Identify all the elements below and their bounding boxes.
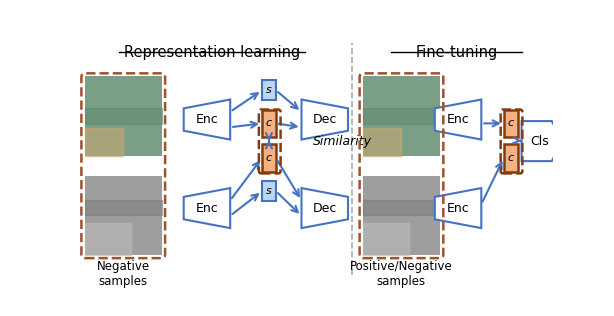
Text: Negative
samples: Negative samples [96,260,150,288]
Bar [85,76,162,156]
Text: Enc: Enc [196,113,219,126]
Polygon shape [301,188,348,228]
Text: c: c [508,118,514,128]
Polygon shape [522,121,562,161]
Text: c: c [508,153,514,163]
Polygon shape [435,100,481,140]
Text: s: s [266,85,272,95]
Bar [363,176,440,255]
Polygon shape [184,100,230,140]
Text: Positive/Negative
samples: Positive/Negative samples [350,260,453,288]
Text: c: c [266,153,272,163]
Bar [262,144,276,172]
Text: Enc: Enc [446,202,470,215]
Text: c: c [266,118,272,128]
Bar [262,110,276,137]
Polygon shape [301,100,348,140]
Text: Enc: Enc [196,202,219,215]
Bar [503,110,518,137]
Text: Dec: Dec [313,113,337,126]
Polygon shape [184,188,230,228]
Polygon shape [435,188,481,228]
Text: Cls: Cls [530,135,549,148]
Bar [262,80,276,100]
Bar [363,76,440,156]
Text: s: s [266,186,272,196]
Text: Representation learning: Representation learning [124,45,300,60]
Text: Fine-tuning: Fine-tuning [416,45,497,60]
Bar [503,144,518,172]
Text: Enc: Enc [446,113,470,126]
Text: Similarity: Similarity [313,135,372,148]
Bar [85,176,162,255]
Text: Dec: Dec [313,202,337,215]
Bar [262,181,276,201]
